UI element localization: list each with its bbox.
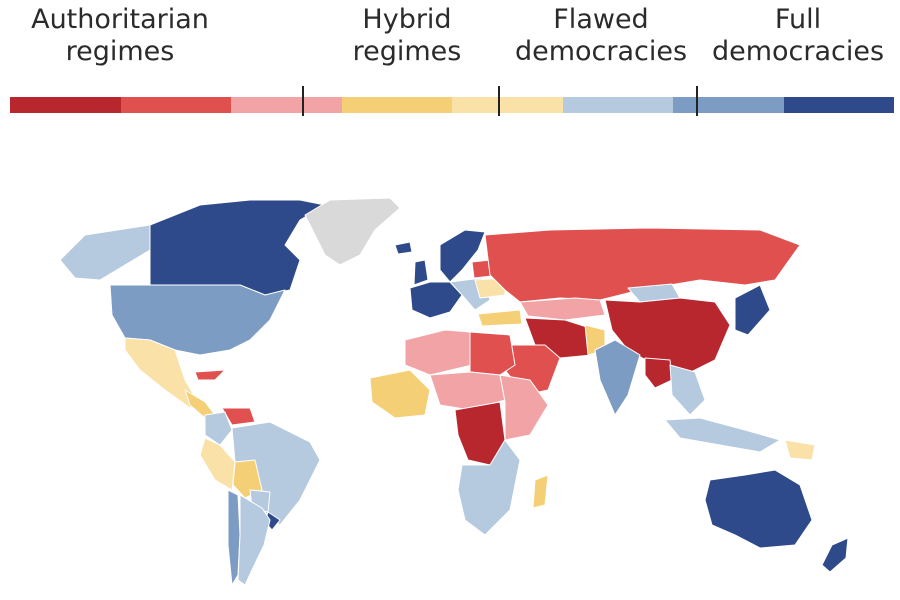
legend-label-authoritarian: Authoritarian regimes [10, 4, 230, 68]
legend-swatch-authoritarian [10, 97, 121, 113]
legend-swatch-hybrid [452, 97, 563, 113]
region-north-africa [404, 329, 473, 376]
region-new-zealand [821, 537, 849, 573]
region-china [604, 297, 731, 376]
legend-label-line: Authoritarian [31, 4, 209, 35]
region-southeast-asia [669, 364, 706, 416]
legend-label-line: Full [774, 4, 822, 35]
region-colombia [204, 411, 233, 446]
legend-swatch-authoritarian [231, 97, 342, 113]
region-east-africa [499, 374, 549, 441]
legend-label-line: democracies [711, 36, 885, 67]
region-argentina [237, 494, 271, 586]
region-southern-africa [457, 439, 521, 536]
region-western-europe [409, 281, 463, 319]
region-kazakhstan [519, 297, 606, 321]
legend-divider [696, 86, 698, 116]
legend-label-line: Flawed [553, 4, 649, 35]
region-madagascar [532, 474, 549, 509]
legend-swatch-flawed [562, 97, 673, 113]
legend-label-hybrid: Hybrid regimes [322, 4, 492, 68]
region-papua [784, 439, 816, 461]
legend-color-bar [10, 97, 894, 113]
region-australia [704, 469, 813, 549]
legend-label-line: regimes [352, 36, 462, 67]
legend-swatch-hybrid [341, 97, 452, 113]
region-india [594, 339, 641, 416]
region-indonesia [664, 417, 781, 453]
world-map [59, 197, 849, 586]
legend-swatch-full [783, 97, 894, 113]
region-uk [413, 259, 429, 286]
legend-swatch-flawed [673, 97, 784, 113]
legend-label-flawed: Flawed democracies [506, 4, 696, 68]
legend-label-full: Full democracies [702, 4, 894, 68]
legend-label-line: democracies [514, 36, 688, 67]
legend-divider [302, 86, 304, 116]
region-west-africa [369, 369, 431, 419]
region-alaska [59, 224, 151, 281]
region-korea-japan [734, 284, 771, 336]
region-turkey [477, 309, 523, 327]
legend-divider [498, 86, 500, 116]
legend-label-line: Hybrid [362, 4, 452, 35]
region-venezuela [221, 407, 256, 426]
region-cuba [194, 369, 226, 381]
legend-label-line: regimes [65, 36, 175, 67]
region-canada [149, 199, 326, 296]
legend: Authoritarian regimes Hybrid regimes Fla… [10, 0, 894, 120]
region-russia [484, 227, 801, 303]
legend-swatch-authoritarian [120, 97, 231, 113]
region-egypt-libya [469, 331, 516, 376]
region-greenland [304, 197, 401, 266]
region-iceland [394, 241, 413, 255]
region-scandinavia [439, 229, 486, 283]
region-myanmar [644, 357, 673, 389]
region-peru [199, 437, 236, 491]
